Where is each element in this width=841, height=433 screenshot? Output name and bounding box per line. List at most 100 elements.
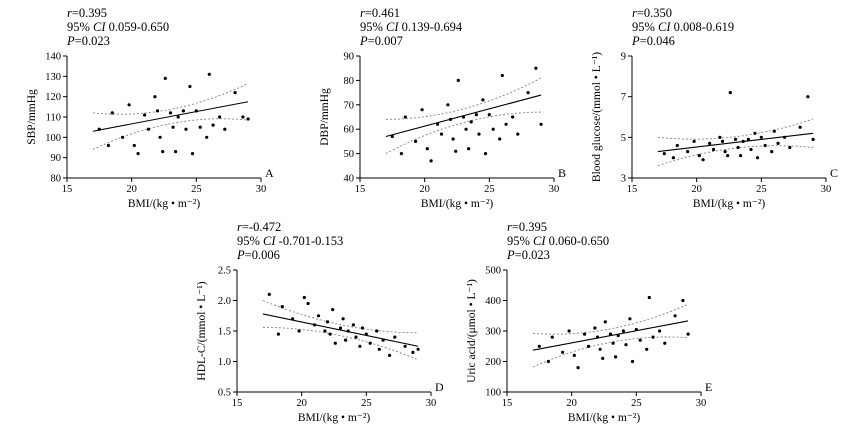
stat-ci-prefix: 95% (237, 234, 264, 248)
scatter-plot-sbp: 15 20 25 30 80 90 100 110 120 130 140 BMI/(kg • m⁻²… (26, 52, 274, 211)
panel-c-stats: r=0.350 95% CI 0.008-0.619 P=0.046 (590, 6, 841, 48)
stat-r-value: =0.395 (511, 220, 548, 234)
svg-text:25: 25 (484, 184, 495, 195)
svg-text:BMI/(kg • m⁻²): BMI/(kg • m⁻²) (693, 198, 765, 210)
svg-text:25: 25 (191, 184, 202, 195)
svg-text:BMI/(kg • m⁻²): BMI/(kg • m⁻²) (298, 412, 370, 424)
svg-text:A: A (265, 166, 274, 180)
svg-text:0.5: 0.5 (218, 388, 231, 399)
stat-p-value: =0.006 (244, 248, 280, 262)
svg-text:BMI/(kg • m⁻²): BMI/(kg • m⁻²) (128, 198, 200, 210)
svg-text:60: 60 (344, 125, 355, 136)
stat-ci-value: 0.059-0.650 (105, 20, 170, 34)
svg-text:Uric acid/(μmol • L⁻¹): Uric acid/(μmol • L⁻¹) (466, 279, 478, 383)
stat-r-value: =0.350 (636, 6, 673, 20)
svg-text:25: 25 (361, 398, 372, 409)
svg-text:BMI/(kg • m⁻²): BMI/(kg • m⁻²) (568, 412, 640, 424)
svg-text:130: 130 (45, 72, 61, 83)
svg-text:20: 20 (296, 398, 307, 409)
svg-text:90: 90 (344, 52, 355, 63)
stat-ci-value: 0.139-0.694 (398, 20, 463, 34)
svg-text:15: 15 (627, 184, 638, 195)
svg-text:C: C (830, 166, 838, 180)
svg-text:80: 80 (344, 76, 355, 87)
stat-ci: 95% CI 0.059-0.650 (67, 20, 277, 34)
scatter-plot-uric-acid: 15 20 25 30 100 200 300 400 500 BMI/(kg • m⁻²) Uri… (466, 266, 712, 425)
svg-text:300: 300 (485, 327, 501, 338)
stat-ci-value: 0.060-0.650 (545, 234, 610, 248)
panel-a-stats: r=0.395 95% CI 0.059-0.650 P=0.023 (25, 6, 277, 48)
svg-text:25: 25 (631, 398, 642, 409)
svg-text:20: 20 (691, 184, 702, 195)
svg-text:100: 100 (45, 133, 61, 144)
stat-r: r=-0.472 (237, 220, 447, 234)
scatter-plot-hdlc: 15 20 25 30 0.5 1.0 1.5 2.0 2.5 BMI/(kg • m⁻²) HDL… (196, 266, 444, 425)
svg-text:500: 500 (485, 266, 501, 277)
svg-text:90: 90 (51, 153, 62, 164)
panel-a-sbp-chart: r=0.395 95% CI 0.059-0.650 P=0.023 15 20 2… (25, 6, 277, 210)
panel-b-stats: r=0.461 95% CI 0.139-0.694 P=0.007 (318, 6, 570, 48)
stat-r: r=0.395 (507, 220, 717, 234)
scatter-plot-dbp: 15 20 25 30 40 50 60 70 80 90 BMI/(kg • m⁻²) DBP/mm… (319, 52, 566, 211)
stat-p-value: =0.046 (639, 34, 675, 48)
stat-p: P=0.007 (360, 34, 570, 48)
svg-text:7: 7 (621, 92, 626, 103)
svg-text:1.5: 1.5 (218, 327, 231, 338)
stat-ci-label: CI (658, 20, 671, 34)
stat-r: r=0.350 (632, 6, 841, 20)
svg-text:2.5: 2.5 (218, 266, 231, 277)
stat-p-label: P (507, 248, 515, 262)
svg-text:30: 30 (549, 184, 560, 195)
svg-text:15: 15 (355, 184, 366, 195)
stat-r-label: r (360, 6, 365, 20)
svg-text:400: 400 (485, 296, 501, 307)
stat-p: P=0.046 (632, 34, 841, 48)
svg-text:80: 80 (51, 174, 62, 185)
stat-ci: 95% CI -0.701-0.153 (237, 234, 447, 248)
stat-r: r=0.395 (67, 6, 277, 20)
svg-text:70: 70 (344, 100, 355, 111)
svg-text:30: 30 (696, 398, 707, 409)
svg-text:2.0: 2.0 (218, 296, 231, 307)
panel-c-glucose-chart: r=0.350 95% CI 0.008-0.619 P=0.046 15 20 2… (590, 6, 841, 210)
stat-r-value: =0.395 (71, 6, 108, 20)
svg-text:40: 40 (344, 174, 355, 185)
stat-ci-label: CI (263, 234, 276, 248)
svg-text:E: E (705, 380, 712, 394)
stat-ci-prefix: 95% (507, 234, 534, 248)
svg-text:30: 30 (426, 398, 437, 409)
svg-text:15: 15 (502, 398, 513, 409)
svg-text:30: 30 (821, 184, 832, 195)
panel-e-uric-acid-chart: r=0.395 95% CI 0.060-0.650 P=0.023 15 20 2… (465, 220, 717, 424)
stat-r-label: r (237, 220, 242, 234)
panel-b-dbp-chart: r=0.461 95% CI 0.139-0.694 P=0.007 15 20 2… (318, 6, 570, 210)
svg-text:20: 20 (126, 184, 136, 195)
stat-p: P=0.023 (507, 248, 717, 262)
stat-ci-label: CI (93, 20, 106, 34)
svg-text:HDL-C/(mmol • L⁻¹): HDL-C/(mmol • L⁻¹) (196, 281, 208, 380)
stat-r-label: r (632, 6, 637, 20)
stat-ci: 95% CI 0.060-0.650 (507, 234, 717, 248)
stat-p-label: P (67, 34, 75, 48)
svg-text:B: B (558, 166, 566, 180)
svg-text:DBP/mmHg: DBP/mmHg (319, 88, 331, 146)
stat-r-value: =-0.472 (241, 220, 282, 234)
stat-ci-label: CI (386, 20, 399, 34)
svg-text:5: 5 (621, 133, 626, 144)
stat-ci: 95% CI 0.139-0.694 (360, 20, 570, 34)
stat-ci-value: 0.008-0.619 (670, 20, 735, 34)
panel-d-hdlc-chart: r=-0.472 95% CI -0.701-0.153 P=0.006 15 2… (195, 220, 447, 424)
stat-ci-prefix: 95% (67, 20, 94, 34)
panel-d-stats: r=-0.472 95% CI -0.701-0.153 P=0.006 (195, 220, 447, 262)
svg-text:1.0: 1.0 (218, 357, 231, 368)
panel-e-stats: r=0.395 95% CI 0.060-0.650 P=0.023 (465, 220, 717, 262)
svg-text:140: 140 (45, 52, 61, 63)
svg-text:200: 200 (485, 357, 501, 368)
svg-text:15: 15 (62, 184, 73, 195)
stat-ci-prefix: 95% (360, 20, 387, 34)
stat-ci-value: -0.701-0.153 (275, 234, 344, 248)
svg-text:15: 15 (232, 398, 243, 409)
stat-r-label: r (507, 220, 512, 234)
